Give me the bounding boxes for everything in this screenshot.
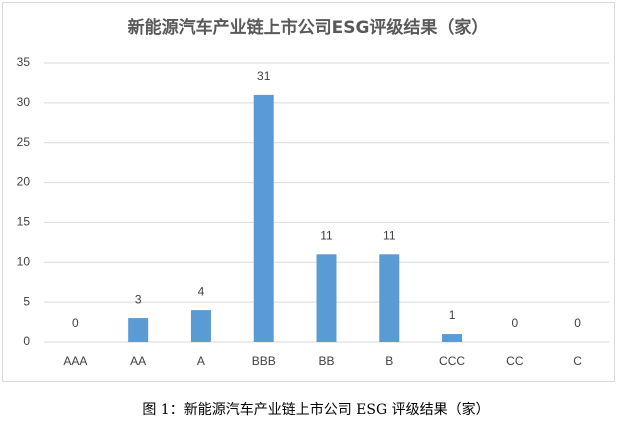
bar: [442, 334, 463, 342]
bar: [128, 318, 149, 342]
x-tick-label: AAA: [63, 354, 87, 368]
y-tick-label: 35: [17, 55, 31, 69]
data-label: 0: [574, 316, 581, 330]
data-label: 11: [320, 228, 333, 242]
y-tick-label: 5: [23, 294, 30, 308]
y-tick-label: 20: [17, 175, 31, 189]
x-tick-label: A: [197, 354, 205, 368]
y-tick-label: 25: [17, 135, 31, 149]
x-tick-label: CCC: [439, 354, 465, 368]
data-label: 11: [383, 228, 396, 242]
bar: [316, 254, 337, 342]
data-label: 4: [198, 284, 205, 298]
x-tick-label: AA: [130, 354, 146, 368]
chart-title: 新能源汽车产业链上市公司ESG评级结果（家）: [128, 17, 489, 38]
y-tick-label: 10: [17, 254, 31, 268]
y-tick-label: 30: [17, 95, 31, 109]
x-tick-label: BB: [318, 354, 334, 368]
y-tick-label: 15: [17, 215, 31, 229]
x-tick-label: B: [385, 354, 393, 368]
bar: [190, 310, 211, 342]
data-label: 0: [511, 316, 518, 330]
x-tick-label: BBB: [252, 354, 276, 368]
bar: [253, 94, 274, 342]
data-label: 3: [135, 292, 142, 306]
x-tick-label: CC: [506, 354, 524, 368]
data-label: 1: [449, 308, 456, 322]
chart-frame: [2, 2, 615, 382]
bar: [379, 254, 400, 342]
data-label: 31: [257, 69, 271, 83]
x-tick-label: C: [573, 354, 582, 368]
caption: 图 1：新能源汽车产业链上市公司 ESG 评级结果（家）: [142, 401, 489, 418]
data-label: 0: [72, 316, 79, 330]
y-tick-label: 0: [23, 334, 30, 348]
